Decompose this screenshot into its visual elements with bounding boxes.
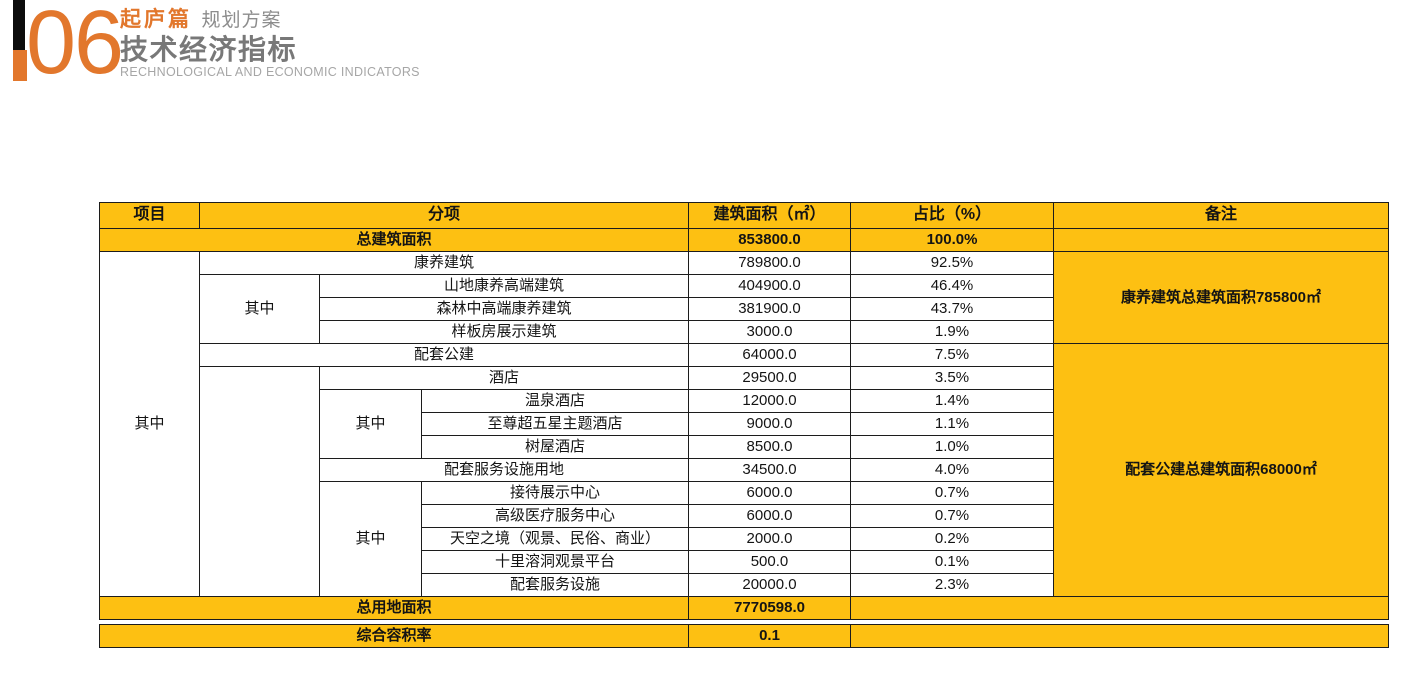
cell-area: 3000.0 (688, 320, 851, 344)
cell-subitem: 配套服务设施 (421, 573, 689, 597)
cell-ratio: 1.0% (850, 435, 1054, 459)
cell-note-kangyang: 康养建筑总建筑面积785800㎡ (1053, 251, 1389, 344)
col-header-note: 备注 (1053, 202, 1389, 229)
cell-ratio: 1.9% (850, 320, 1054, 344)
cell-area: 381900.0 (688, 297, 851, 321)
cell-ratio: 43.7% (850, 297, 1054, 321)
table-row: 森林中高端康养建筑 381900.0 43.7% (100, 297, 1389, 321)
cell-hotel-ratio: 3.5% (850, 366, 1054, 390)
cell-total-ratio: 100.0% (850, 228, 1054, 252)
cell-qizhong-level1: 其中 (99, 251, 200, 597)
table-row: 配套服务设施 20000.0 2.3% (100, 573, 1389, 597)
cell-area: 6000.0 (688, 504, 851, 528)
cell-land-label: 总用地面积 (99, 596, 689, 620)
cell-peitao-ratio: 7.5% (850, 343, 1054, 367)
cell-ratio: 0.7% (850, 481, 1054, 505)
col-header-ratio: 占比（%） (850, 202, 1054, 229)
indicators-table: 项目 分项 建筑面积（㎡） 占比（%） 备注 总建筑面积 853800.0 10… (99, 202, 1389, 620)
col-header-project: 项目 (99, 202, 200, 229)
cell-service-ratio: 4.0% (850, 458, 1054, 482)
cell-ratio: 1.4% (850, 389, 1054, 413)
cell-land-area: 7770598.0 (688, 596, 851, 620)
cell-subitem: 高级医疗服务中心 (421, 504, 689, 528)
cell-total-note-empty (1053, 228, 1389, 252)
cell-area: 20000.0 (688, 573, 851, 597)
chapter-name: 起庐篇 (120, 8, 192, 31)
section-name: 规划方案 (201, 10, 282, 31)
chapter-number: 06 (26, 0, 124, 93)
cell-subitem: 森林中高端康养建筑 (319, 297, 689, 321)
cell-service-area: 34500.0 (688, 458, 851, 482)
cell-area: 12000.0 (688, 389, 851, 413)
cell-area: 8500.0 (688, 435, 851, 459)
table-row-peitao: 配套公建 64000.0 7.5% 配套公建总建筑面积68000㎡ (100, 343, 1389, 597)
cell-land-empty (850, 596, 1389, 620)
cell-ratio: 2.3% (850, 573, 1054, 597)
cell-note-peitao: 配套公建总建筑面积68000㎡ (1053, 343, 1389, 597)
table-row: 树屋酒店 8500.0 1.0% (100, 435, 1389, 459)
cell-peitao-label: 配套公建 (199, 343, 689, 367)
table-row: 其中 温泉酒店 12000.0 1.4% (100, 389, 1389, 459)
table-header-row: 项目 分项 建筑面积（㎡） 占比（%） 备注 (99, 202, 1389, 229)
cell-empty-spacer (199, 366, 320, 597)
cell-ratio: 46.4% (850, 274, 1054, 298)
cell-ratio: 0.7% (850, 504, 1054, 528)
cell-total-label: 总建筑面积 (99, 228, 689, 252)
page-title: 技术经济指标 (120, 34, 298, 65)
table-row: 至尊超五星主题酒店 9000.0 1.1% (100, 412, 1389, 436)
cell-kangyang-area: 789800.0 (688, 251, 851, 275)
cell-qizhong-level4: 其中 (319, 481, 422, 597)
cell-area: 404900.0 (688, 274, 851, 298)
cell-ratio: 0.1% (850, 550, 1054, 574)
cell-subitem: 至尊超五星主题酒店 (421, 412, 689, 436)
cell-total-area: 853800.0 (688, 228, 851, 252)
cell-kangyang-label: 康养建筑 (199, 251, 689, 275)
cell-kangyang-ratio: 92.5% (850, 251, 1054, 275)
cell-far-label: 综合容积率 (99, 624, 689, 648)
cell-service-label: 配套服务设施用地 (319, 458, 689, 482)
cell-area: 9000.0 (688, 412, 851, 436)
col-header-subitem: 分项 (199, 202, 689, 229)
table-row-kangyang: 其中 康养建筑 789800.0 92.5% 康养建筑总建筑面积785800㎡ (99, 251, 1389, 597)
cell-far-empty (850, 624, 1389, 648)
cell-ratio: 0.2% (850, 527, 1054, 551)
cell-hotel-label: 酒店 (319, 366, 689, 390)
table-row: 天空之境（观景、民俗、商业） 2000.0 0.2% (100, 527, 1389, 551)
cell-peitao-area: 64000.0 (688, 343, 851, 367)
cell-subitem: 样板房展示建筑 (319, 320, 689, 344)
cell-subitem: 十里溶洞观景平台 (421, 550, 689, 574)
table-row: 样板房展示建筑 3000.0 1.9% (100, 320, 1389, 344)
cell-qizhong-level3: 其中 (319, 389, 422, 459)
cell-subitem: 山地康养高端建筑 (319, 274, 689, 298)
title-block: 起庐篇 规划方案 技术经济指标 RECHNOLOGICAL AND ECONOM… (120, 8, 420, 80)
decor-bar-orange (13, 50, 27, 81)
cell-subitem: 接待展示中心 (421, 481, 689, 505)
table-row-far: 综合容积率 0.1 (99, 624, 1389, 648)
cell-subitem: 温泉酒店 (421, 389, 689, 413)
decor-bar-black (13, 0, 25, 50)
cell-area: 500.0 (688, 550, 851, 574)
cell-hotel-area: 29500.0 (688, 366, 851, 390)
table-row-land: 总用地面积 7770598.0 (99, 596, 1389, 620)
table-row: 其中 山地康养高端建筑 404900.0 46.4% (100, 274, 1389, 344)
cell-far-area: 0.1 (688, 624, 851, 648)
cell-subitem: 天空之境（观景、民俗、商业） (421, 527, 689, 551)
far-table: 综合容积率 0.1 (99, 624, 1389, 648)
cell-area: 6000.0 (688, 481, 851, 505)
table-row-total: 总建筑面积 853800.0 100.0% (99, 228, 1389, 252)
cell-ratio: 1.1% (850, 412, 1054, 436)
col-header-area: 建筑面积（㎡） (688, 202, 851, 229)
cell-subitem: 树屋酒店 (421, 435, 689, 459)
table-row-service: 配套服务设施用地 34500.0 4.0% (100, 458, 1389, 482)
page-subtitle-en: RECHNOLOGICAL AND ECONOMIC INDICATORS (120, 65, 420, 79)
cell-area: 2000.0 (688, 527, 851, 551)
cell-qizhong-level2: 其中 (199, 274, 320, 344)
table-row: 十里溶洞观景平台 500.0 0.1% (100, 550, 1389, 574)
table-row-hotel: 酒店 29500.0 3.5% (100, 366, 1389, 597)
